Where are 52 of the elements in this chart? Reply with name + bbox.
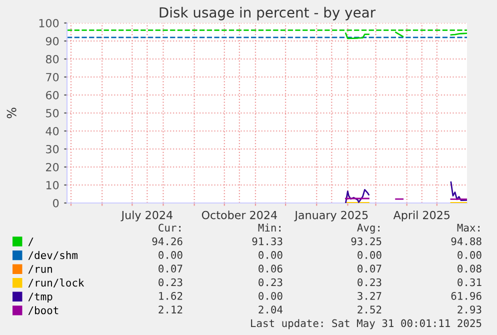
text: 2.12 <box>158 306 182 314</box>
text: 2.04 <box>258 306 283 314</box>
y-tick-label: 40 <box>46 126 59 136</box>
text: 1.62 <box>159 292 182 300</box>
legend-label: / <box>28 238 34 246</box>
text: 0.23 <box>158 278 182 286</box>
text: Last update: Sat May 31 00:01:11 2025 <box>251 319 482 330</box>
text: 0.23 <box>358 278 382 286</box>
text: 0.00 <box>158 251 182 259</box>
y-tick-label: 60 <box>46 90 59 100</box>
text: 0.08 <box>458 264 482 273</box>
y-tick-label: 20 <box>46 162 59 172</box>
x-tick-label: July 2024 <box>120 210 172 222</box>
text: 3.27 <box>358 292 382 300</box>
text: Min: <box>258 224 280 232</box>
x-tick-label: April 2025 <box>393 210 450 222</box>
y-tick-label: 90 <box>46 36 59 46</box>
y-tick-label: 50 <box>46 108 59 118</box>
text: 2.52 <box>358 306 382 314</box>
text: Cur: <box>158 224 180 232</box>
text: 0.06 <box>258 264 282 273</box>
text: 0.00 <box>358 251 382 259</box>
text: Avg: <box>357 224 380 234</box>
text: 2.93 <box>458 306 482 314</box>
y-tick-label: 100 <box>39 18 59 28</box>
chart-title: Disk usage in percent - by year <box>160 6 376 20</box>
y-tick-label: 70 <box>46 72 59 82</box>
y-tick-label: 80 <box>46 54 59 64</box>
text: 0.31 <box>458 278 482 286</box>
text: 94.88 <box>451 237 482 246</box>
text: 93.25 <box>351 237 382 246</box>
text: 0.00 <box>458 251 482 259</box>
text: 0.23 <box>258 278 282 286</box>
text: 0.00 <box>258 292 282 300</box>
text: 91.33 <box>252 237 282 246</box>
y-tick-label: 10 <box>46 180 59 190</box>
text: 94.26 <box>152 237 182 246</box>
legend-label: /dev/shm <box>28 251 78 260</box>
y-axis-title: % <box>6 108 16 118</box>
text: 61.96 <box>451 292 482 300</box>
y-tick-label: 30 <box>46 144 59 154</box>
text: 0.07 <box>358 264 382 273</box>
y-tick-label: 0 <box>53 198 59 208</box>
legend-label: /boot <box>28 306 58 316</box>
legend-label: /run <box>28 265 52 274</box>
text: Max: <box>457 224 480 232</box>
legend-label: /run/lock <box>28 278 84 288</box>
text: 0.07 <box>158 264 182 273</box>
x-tick-label: January 2025 <box>294 210 368 222</box>
legend-label: /tmp <box>28 292 52 302</box>
text: 0.00 <box>258 251 282 259</box>
x-tick-label: October 2024 <box>202 210 277 220</box>
